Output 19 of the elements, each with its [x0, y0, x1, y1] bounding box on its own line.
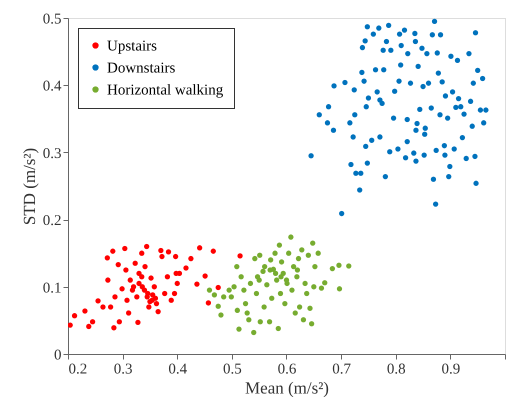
y-tick-label: 0.3: [42, 146, 62, 162]
x-axis-title: Mean (m/s²): [245, 378, 329, 398]
x-tick-label: 0.9: [442, 362, 460, 378]
y-axis-title: STD (m/s²): [20, 148, 39, 226]
y-tick-label: 0.1: [42, 280, 62, 296]
x-tick-label: 0.5: [223, 362, 242, 378]
x-tick-label: 0.3: [114, 362, 132, 378]
y-tick-label: 0.5: [42, 12, 62, 28]
y-tick-label: 0.2: [42, 213, 62, 230]
legend-label: Downstairs: [107, 60, 176, 76]
legend-label: Horizontal walking: [107, 82, 224, 98]
x-tick-label: 0.4: [168, 362, 188, 378]
x-tick-label: 0.6: [278, 362, 297, 378]
y-tick-label: 0: [54, 348, 62, 364]
y-tick-label: 0.4: [42, 78, 62, 95]
x-tick-label: 0.7: [332, 362, 352, 378]
x-tick-label: 0.8: [386, 362, 406, 378]
x-tick-label: 0.2: [68, 362, 88, 378]
legend-label: Upstairs: [107, 38, 158, 54]
